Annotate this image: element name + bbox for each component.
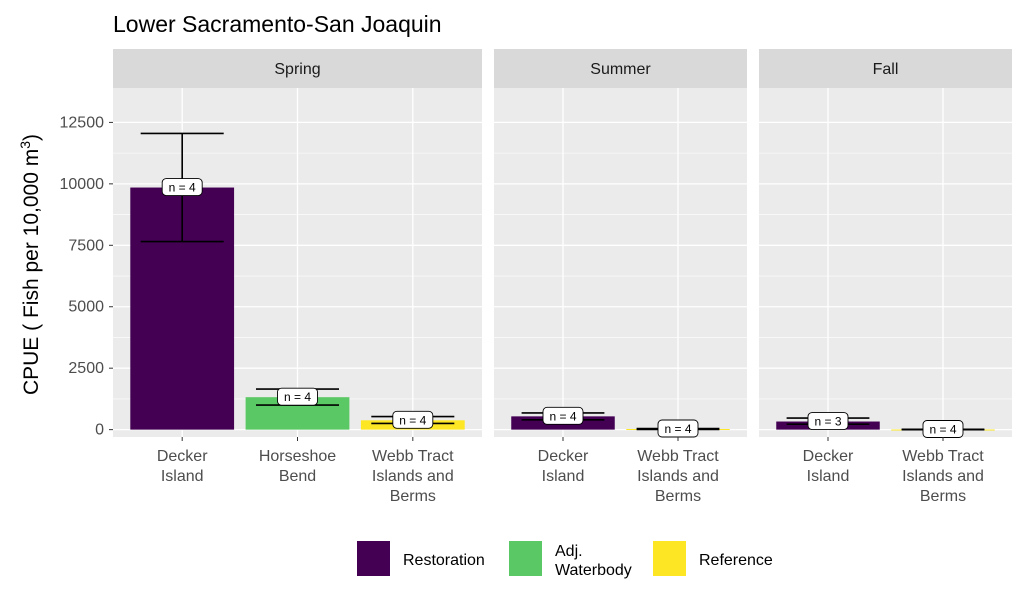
y-tick-label: 0 [95, 422, 104, 439]
panel-background [494, 88, 747, 437]
y-tick-label: 7500 [68, 237, 104, 254]
legend-label: Restoration [403, 552, 485, 569]
facet-strip-label: Fall [873, 61, 899, 78]
n-label: n = 4 [162, 179, 202, 196]
chart-title: Lower Sacramento-San Joaquin [113, 11, 442, 37]
panel-background [759, 88, 1012, 437]
facet-strip-label: Summer [590, 61, 651, 78]
n-label-text: n = 4 [399, 413, 426, 427]
n-label-text: n = 4 [929, 423, 956, 437]
n-label-text: n = 3 [814, 415, 841, 429]
y-axis-label: CPUE ( Fish per 10,000 m3) [17, 134, 43, 395]
legend-swatch [357, 541, 390, 576]
facet-strip-label: Spring [274, 61, 320, 78]
n-label: n = 3 [808, 413, 848, 430]
n-label-text: n = 4 [549, 409, 576, 423]
n-label: n = 4 [393, 411, 433, 428]
legend-swatch [509, 541, 542, 576]
n-label-text: n = 4 [664, 422, 691, 436]
n-label: n = 4 [543, 407, 583, 424]
y-tick-label: 12500 [60, 114, 105, 131]
y-tick-label: 2500 [68, 360, 104, 377]
y-tick-label: 5000 [68, 299, 104, 316]
legend-label: Reference [699, 552, 773, 569]
n-label: n = 4 [923, 421, 963, 438]
n-label-text: n = 4 [284, 390, 311, 404]
legend-item: Restoration [357, 541, 485, 576]
n-label: n = 4 [658, 420, 698, 437]
n-label: n = 4 [278, 388, 318, 405]
legend-item: Adj.Waterbody [509, 541, 632, 579]
legend-item: Reference [653, 541, 773, 576]
n-label-text: n = 4 [169, 181, 196, 195]
legend-swatch [653, 541, 686, 576]
y-tick-label: 10000 [60, 176, 105, 193]
legend-label: Adj.Waterbody [555, 543, 632, 579]
